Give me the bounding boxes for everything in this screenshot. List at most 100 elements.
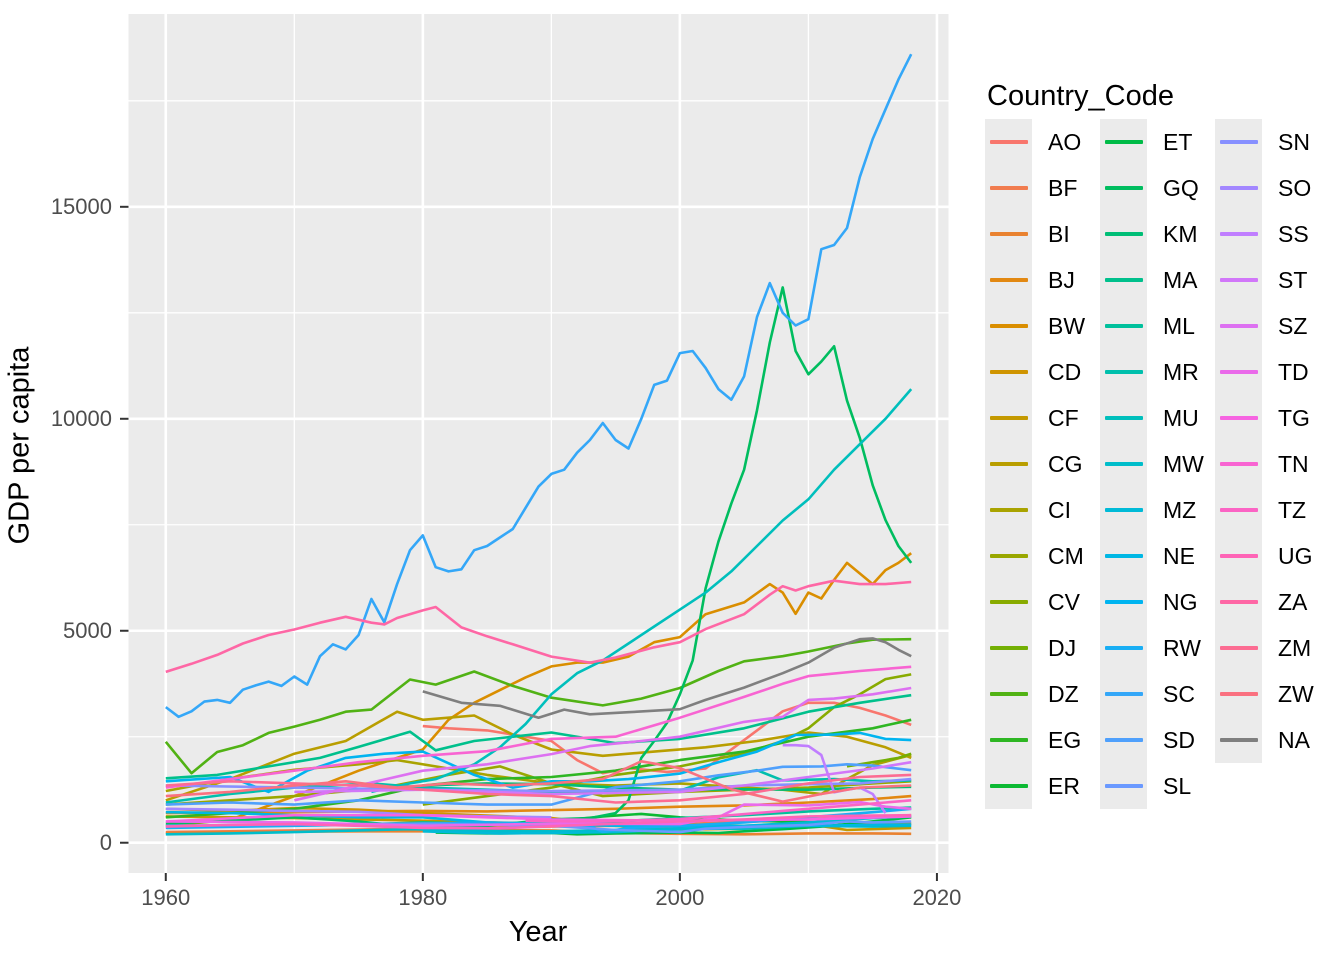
legend-column: SN SO SS ST SZ TD TG TN TZ UG ZA ZM ZW NA	[1215, 119, 1330, 809]
legend-line-swatch	[1219, 554, 1258, 558]
legend-label: ZW	[1278, 680, 1314, 707]
legend-label: TG	[1278, 404, 1310, 431]
legend-item-SN: SN	[1215, 119, 1330, 165]
legend-key-ST	[1215, 257, 1262, 303]
legend-line-swatch	[1104, 784, 1143, 788]
legend-column: ET GQ KM MA ML MR MU MW MZ NE NG RW SC SD SL	[1100, 119, 1215, 809]
legend-line-swatch	[989, 278, 1028, 282]
series-line-SZ	[294, 686, 912, 802]
series-line-MA	[165, 693, 912, 780]
legend-key-SL	[1100, 763, 1147, 809]
legend-item-NA: NA	[1215, 717, 1330, 763]
legend-label: NA	[1278, 726, 1310, 753]
legend-label: BF	[1048, 174, 1078, 201]
legend-item-SL: SL	[1100, 763, 1215, 809]
legend-key-SS	[1215, 211, 1262, 257]
legend-line-swatch	[1219, 416, 1258, 420]
legend-label: KM	[1163, 220, 1198, 247]
legend-label: MA	[1163, 266, 1198, 293]
legend-item-ET: ET	[1100, 119, 1215, 165]
legend-line-swatch	[1219, 462, 1258, 466]
x-tick-label: 2000	[655, 885, 705, 910]
legend-label: ER	[1048, 772, 1080, 799]
legend-key-ET	[1100, 119, 1147, 165]
series-line-NA	[422, 637, 912, 720]
legend-item-BW: BW	[985, 303, 1100, 349]
legend-line-swatch	[989, 324, 1028, 328]
series-line-EG	[165, 718, 912, 819]
legend-key-CD	[985, 349, 1032, 395]
legend-label: CF	[1048, 404, 1079, 431]
legend-line-swatch	[1104, 324, 1143, 328]
legend-key-SC	[1100, 671, 1147, 717]
legend-line-swatch	[1104, 508, 1143, 512]
legend-key-TG	[1215, 395, 1262, 441]
legend-line-swatch	[1104, 278, 1143, 282]
legend-line-swatch	[1219, 186, 1258, 190]
legend-item-ZM: ZM	[1215, 625, 1330, 671]
legend-item-GQ: GQ	[1100, 165, 1215, 211]
legend-line-swatch	[1219, 646, 1258, 650]
legend-key-KM	[1100, 211, 1147, 257]
legend-line-swatch	[989, 232, 1028, 236]
legend-key-BI	[985, 211, 1032, 257]
legend-item-EG: EG	[985, 717, 1100, 763]
legend-key-SN	[1215, 119, 1262, 165]
legend-item-AO: AO	[985, 119, 1100, 165]
legend-item-KM: KM	[1100, 211, 1215, 257]
legend-key-TZ	[1215, 487, 1262, 533]
legend-line-swatch	[1104, 370, 1143, 374]
legend-item-TN: TN	[1215, 441, 1330, 487]
legend-label: ST	[1278, 266, 1308, 293]
legend-key-MZ	[1100, 487, 1147, 533]
legend-label: ML	[1163, 312, 1195, 339]
legend-column: AO BF BI BJ BW CD CF CG CI CM CV DJ DZ EG ER	[985, 119, 1100, 809]
series-line-MU	[371, 388, 913, 794]
legend-label: UG	[1278, 542, 1313, 569]
legend-item-ZA: ZA	[1215, 579, 1330, 625]
legend-item-ST: ST	[1215, 257, 1330, 303]
y-tick-label: 0	[99, 829, 112, 855]
legend-key-ZW	[1215, 671, 1262, 717]
legend-item-MU: MU	[1100, 395, 1215, 441]
legend-key-SD	[1100, 717, 1147, 763]
legend-item-CM: CM	[985, 533, 1100, 579]
legend-line-swatch	[1104, 186, 1143, 190]
legend-key-TN	[1215, 441, 1262, 487]
legend-line-swatch	[989, 738, 1028, 742]
legend-label: ET	[1163, 128, 1193, 155]
legend-item-NG: NG	[1100, 579, 1215, 625]
legend-key-SO	[1215, 165, 1262, 211]
legend-key-MU	[1100, 395, 1147, 441]
legend-item-CV: CV	[985, 579, 1100, 625]
legend-line-swatch	[1104, 692, 1143, 696]
series-line-DZ	[164, 637, 912, 775]
legend-key-CI	[985, 487, 1032, 533]
legend-line-swatch	[989, 416, 1028, 420]
legend-item-SS: SS	[1215, 211, 1330, 257]
legend-label: MZ	[1163, 496, 1197, 523]
y-axis-title: GDP per capita	[3, 346, 36, 545]
legend-key-ZM	[1215, 625, 1262, 671]
legend-label: MW	[1163, 450, 1204, 477]
legend-item-RW: RW	[1100, 625, 1215, 671]
legend-line-swatch	[989, 554, 1028, 558]
legend-label: SD	[1163, 726, 1195, 753]
legend-label: GQ	[1163, 174, 1199, 201]
legend-label: RW	[1163, 634, 1201, 661]
legend-item-BF: BF	[985, 165, 1100, 211]
series-line-TN	[165, 665, 912, 789]
series-line-ZW	[165, 759, 912, 803]
legend-label: BI	[1048, 220, 1070, 247]
legend-label: CI	[1048, 496, 1071, 523]
series-line-ZA	[165, 579, 912, 674]
legend-key-UG	[1215, 533, 1262, 579]
legend-key-AO	[985, 119, 1032, 165]
legend-item-DJ: DJ	[985, 625, 1100, 671]
legend-item-TG: TG	[1215, 395, 1330, 441]
legend-item-DZ: DZ	[985, 671, 1100, 717]
legend-line-swatch	[1219, 508, 1258, 512]
legend-label: DJ	[1048, 634, 1077, 661]
legend-key-BJ	[985, 257, 1032, 303]
